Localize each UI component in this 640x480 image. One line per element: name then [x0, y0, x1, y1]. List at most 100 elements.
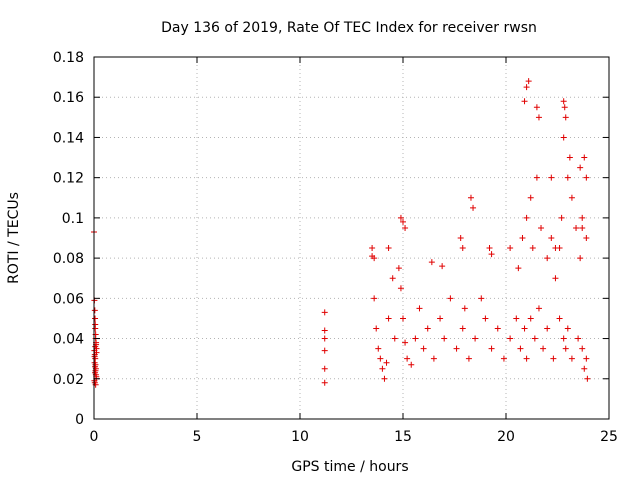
- data-point: [402, 339, 409, 346]
- data-point: [428, 259, 435, 266]
- data-point: [472, 335, 479, 342]
- data-point: [488, 345, 495, 352]
- data-point: [486, 245, 493, 252]
- data-point: [459, 325, 466, 332]
- data-point: [515, 265, 522, 272]
- data-point: [544, 325, 551, 332]
- data-point: [581, 365, 588, 372]
- data-point: [461, 305, 468, 312]
- data-point: [92, 343, 99, 350]
- data-point: [441, 335, 448, 342]
- data-point: [92, 369, 99, 376]
- data-point: [395, 265, 402, 272]
- data-point: [525, 78, 532, 85]
- data-point: [453, 345, 460, 352]
- data-point: [560, 134, 567, 141]
- y-tick-label: 0.02: [53, 372, 84, 388]
- y-tick-label: 0.14: [53, 130, 84, 146]
- data-point: [430, 355, 437, 362]
- x-tick-label: 0: [90, 429, 99, 445]
- data-point: [564, 174, 571, 181]
- data-point: [494, 325, 501, 332]
- data-point: [579, 345, 586, 352]
- data-point: [92, 315, 99, 322]
- x-tick-label: 20: [497, 429, 515, 445]
- data-point: [558, 214, 565, 221]
- x-axis-label: GPS time / hours: [291, 459, 408, 475]
- data-point: [552, 275, 559, 282]
- data-point: [533, 174, 540, 181]
- x-tick-label: 25: [600, 429, 618, 445]
- data-point: [579, 224, 586, 231]
- data-point: [391, 335, 398, 342]
- data-point: [513, 315, 520, 322]
- data-point: [373, 325, 380, 332]
- data-point: [535, 114, 542, 121]
- data-point: [383, 359, 390, 366]
- x-tick-label: 10: [291, 429, 309, 445]
- data-point: [538, 224, 545, 231]
- grid-lines: [94, 57, 609, 419]
- data-point: [568, 355, 575, 362]
- data-point: [420, 345, 427, 352]
- data-point: [482, 315, 489, 322]
- data-point: [535, 305, 542, 312]
- data-point: [389, 275, 396, 282]
- y-tick-label: 0: [75, 412, 84, 428]
- axis-ticks: 0 5 10 15 20 25 0 0.02 0.04 0.06 0.08 0.1 0.12 0.14 0.…: [53, 50, 618, 445]
- data-point: [527, 315, 534, 322]
- data-point: [561, 104, 568, 111]
- data-point: [400, 315, 406, 322]
- data-point: [439, 263, 446, 270]
- data-point: [381, 375, 388, 382]
- data-point: [459, 245, 466, 252]
- data-point: [583, 355, 590, 362]
- data-point: [321, 379, 328, 386]
- data-point: [397, 285, 404, 292]
- y-axis-label: ROTI / TECUs: [6, 192, 22, 284]
- data-point: [375, 345, 382, 352]
- data-point: [385, 315, 392, 322]
- data-point: [540, 345, 547, 352]
- data-point: [379, 365, 386, 372]
- data-point: [321, 327, 328, 334]
- data-point: [548, 235, 555, 241]
- data-point: [488, 251, 495, 258]
- y-tick-label: 0.06: [53, 291, 84, 307]
- data-point: [437, 315, 444, 322]
- data-point: [560, 335, 567, 342]
- data-point: [548, 174, 555, 181]
- data-point: [369, 245, 376, 252]
- data-point: [577, 164, 584, 171]
- data-point: [321, 365, 328, 372]
- data-point: [467, 194, 474, 201]
- data-points: [91, 78, 591, 388]
- data-point: [560, 98, 567, 105]
- data-point: [577, 255, 584, 262]
- data-point: [562, 114, 569, 121]
- data-point: [566, 154, 573, 161]
- y-tick-label: 0.1: [62, 211, 84, 227]
- data-point: [385, 245, 392, 252]
- data-point: [478, 295, 485, 302]
- data-point: [408, 361, 415, 368]
- data-point: [583, 174, 590, 181]
- data-point: [521, 325, 528, 332]
- data-point: [531, 335, 538, 342]
- data-point: [371, 255, 378, 262]
- data-point: [92, 325, 99, 332]
- data-point: [321, 335, 328, 342]
- data-point: [573, 224, 580, 231]
- data-point: [521, 98, 528, 105]
- data-point: [371, 295, 378, 302]
- data-point: [533, 104, 540, 111]
- data-point: [321, 347, 328, 354]
- data-point: [465, 355, 472, 362]
- data-point: [507, 335, 514, 342]
- data-point: [579, 214, 586, 221]
- data-point: [321, 309, 328, 316]
- data-point: [424, 325, 431, 332]
- data-point: [568, 194, 575, 201]
- data-point: [550, 355, 557, 362]
- data-point: [91, 307, 98, 314]
